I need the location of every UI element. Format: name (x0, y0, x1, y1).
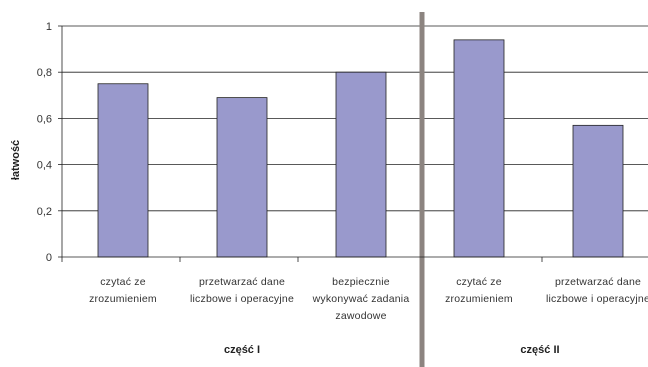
x-tick-label-line: przetwarzać dane (554, 276, 642, 288)
y-tick-label: 0,6 (37, 113, 52, 125)
bar (453, 39, 505, 258)
y-tick-labels: 0 0,2 0,4 0,6 0,8 1 (37, 21, 52, 264)
part-label-1: część I (223, 344, 261, 356)
x-tick-label: przetwarzać dane liczbowe i operacyjne (182, 274, 302, 308)
y-tick-label: 1 (46, 21, 52, 33)
part-label-2: część II (520, 344, 560, 356)
y-tick-label: 0,8 (37, 67, 52, 79)
x-tick-label-line: liczbowe i operacyjne (189, 293, 294, 305)
bar (216, 97, 268, 258)
x-tick-label-line: bezpiecznie (332, 276, 390, 288)
bar (335, 71, 387, 258)
x-tick-label-line: zrozumieniem (445, 293, 513, 305)
y-axis-label: łatwość (10, 140, 22, 180)
x-tick-label-line: wykonywać zadania (312, 293, 410, 305)
x-tick-label: bezpiecznie wykonywać zadania zawodowe (301, 274, 421, 325)
x-tick-label-line: czytać ze (100, 276, 146, 288)
x-tick-label-line: czytać ze (456, 276, 502, 288)
x-tick-label: przetwarzać dane liczbowe i operacyjne (538, 274, 648, 308)
y-tick-label: 0 (46, 252, 52, 264)
x-tick-label-line: przetwarzać dane (198, 276, 286, 288)
bar (97, 83, 149, 258)
x-tick-label-line: zrozumieniem (89, 293, 157, 305)
x-tick-label: czytać ze zrozumieniem (63, 274, 183, 308)
bars (97, 39, 624, 258)
y-tick-label: 0,2 (37, 206, 52, 218)
bar (572, 124, 624, 258)
x-tick-label-line: liczbowe i operacyjne (545, 293, 648, 305)
x-tick-label: czytać ze zrozumieniem (419, 274, 539, 308)
y-tick-label: 0,4 (37, 160, 52, 172)
x-tick-label-line: zawodowe (335, 310, 387, 322)
